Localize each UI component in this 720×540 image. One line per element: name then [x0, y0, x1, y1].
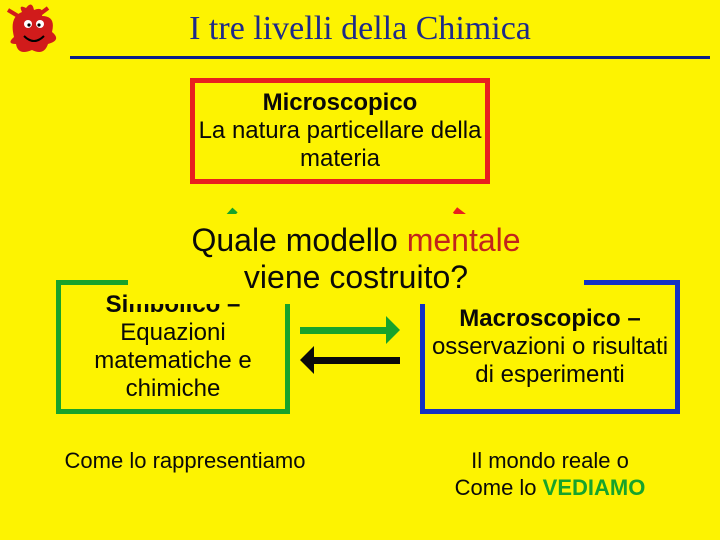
overlay-line2: viene costruito? [191, 259, 520, 296]
box-microscopico-title: Microscopico [195, 89, 485, 117]
box-simbolico-subtitle: Equazioni matematiche e chimiche [61, 319, 285, 403]
caption-right-line2: Come lo VEDIAMO [420, 475, 680, 501]
box-macroscopico-title: Macroscopico – [425, 305, 675, 333]
overlay-line1-pre: Quale modello [191, 222, 406, 258]
caption-right-line1: Il mondo reale o [420, 448, 680, 474]
caption-left: Come lo rappresentiamo [50, 448, 320, 474]
caption-left-text: Come lo rappresentiamo [65, 448, 306, 473]
overlay-line1: Quale modello mentale [191, 222, 520, 259]
caption-right-line2-pre: Come lo [455, 475, 543, 500]
caption-right-line2-em: VEDIAMO [543, 475, 646, 500]
overlay-question: Quale modello mentale viene costruito? [128, 214, 584, 304]
caption-right-line1-text: Il mondo reale o [471, 448, 629, 473]
box-macroscopico-subtitle: osservazioni o risultati di esperimenti [425, 333, 675, 389]
overlay-line1-em: mentale [407, 222, 521, 258]
box-microscopico-subtitle: La natura particellare della materia [195, 117, 485, 173]
box-microscopico: Microscopico La natura particellare dell… [190, 78, 490, 184]
